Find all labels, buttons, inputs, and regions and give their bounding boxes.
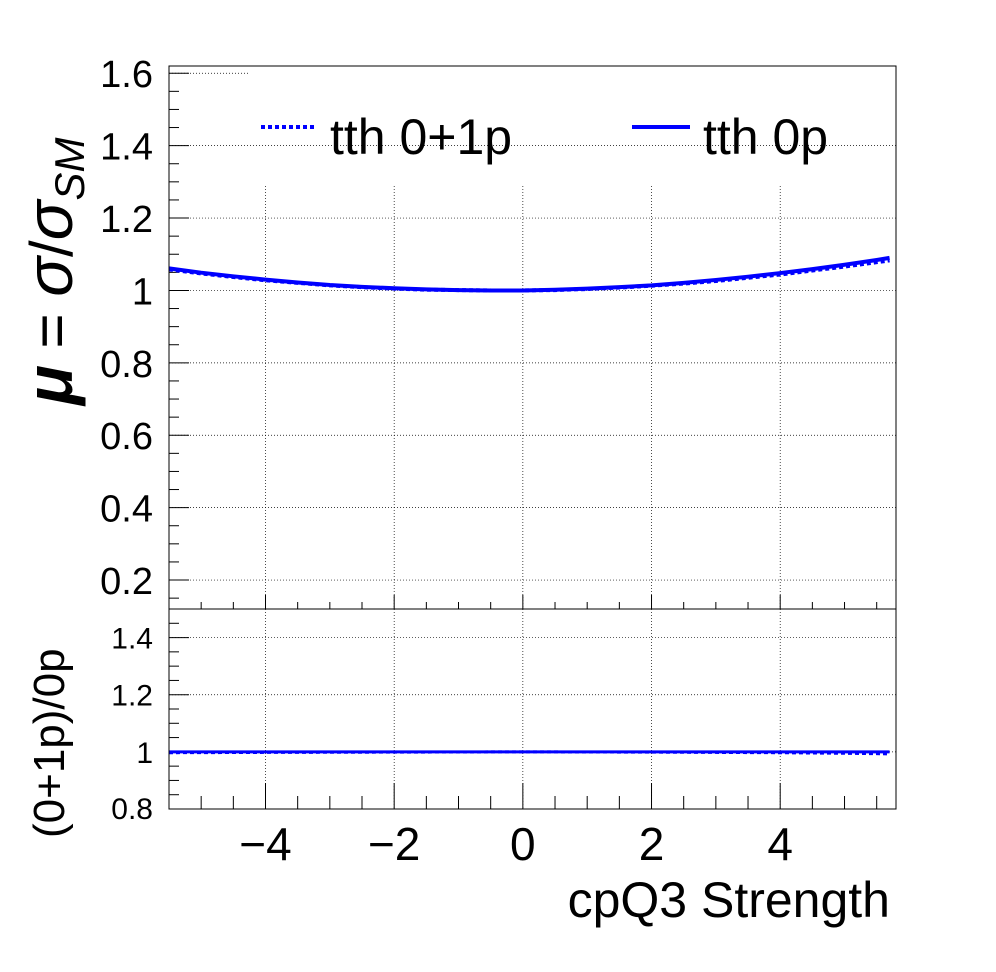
- ratio-y-tick-labels: 0.8 1 1.2 1.4: [111, 623, 153, 826]
- main-y-tick-label: 0.6: [100, 416, 153, 458]
- main-y-axis-title: μ = σ/σSM: [12, 137, 93, 407]
- ratio-x-tick-labels: −4 −2 0 2 4: [239, 818, 793, 870]
- main-y-tick-label: 1.4: [100, 127, 153, 169]
- legend-label-tth-0p: tth 0p: [703, 109, 828, 165]
- ratio-y-tick-label: 1.2: [111, 680, 153, 713]
- ratio-y-tick-label: 1: [136, 737, 153, 770]
- main-y-tick-label: 1: [132, 271, 153, 313]
- x-tick-label: −2: [368, 818, 420, 870]
- main-y-axis-sigma: σ: [12, 255, 86, 297]
- x-tick-label: 4: [767, 818, 793, 870]
- main-series-group: [168, 255, 890, 293]
- main-y-tick-label: 0.8: [100, 344, 153, 386]
- main-y-tick-label: 0.4: [100, 489, 153, 531]
- ratio-plot-frame: [168, 608, 897, 810]
- main-y-tick-label: 1.2: [100, 199, 153, 241]
- ratio-y-axis-title: (0+1p)/0p: [25, 648, 74, 838]
- ratio-series-group: [168, 750, 890, 756]
- main-y-axis-eq: =: [18, 297, 85, 365]
- main-y-tick-label: 1.6: [100, 54, 153, 96]
- main-y-axis-sigma-sm: σ: [12, 198, 86, 240]
- ratio-y-tick-label: 1.4: [111, 623, 153, 656]
- main-y-axis-mu: μ: [12, 365, 86, 407]
- main-y-tick-labels: 0.2 0.4 0.6 0.8 1 1.2 1.4 1.6: [100, 54, 153, 603]
- ratio-y-tick-label: 0.8: [111, 793, 153, 826]
- main-y-tick-label: 0.2: [100, 561, 153, 603]
- x-tick-label: −4: [239, 818, 291, 870]
- x-tick-label: 0: [510, 818, 536, 870]
- main-y-axis-subscript: SM: [46, 137, 93, 200]
- legend-label-tth-0plus1p: tth 0+1p: [330, 109, 512, 165]
- x-axis-title: cpQ3 Strength: [568, 872, 890, 928]
- legend: tth 0+1p tth 0p: [261, 109, 828, 165]
- main-y-axis-slash: /: [18, 240, 85, 257]
- x-tick-label: 2: [639, 818, 665, 870]
- main-series-line-tth-0p: [168, 255, 890, 293]
- ratio-axis-ticks: [168, 608, 878, 810]
